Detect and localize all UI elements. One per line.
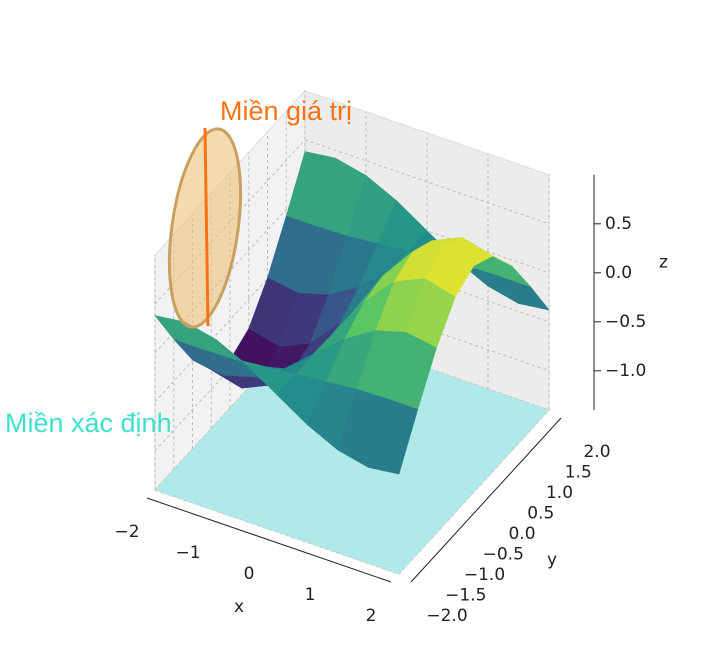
y-tick-label: −1.0 <box>464 565 505 585</box>
y-tick-label: 2.0 <box>583 442 610 462</box>
x-axis <box>146 497 392 583</box>
range-line <box>203 127 210 327</box>
grid-line <box>154 325 306 491</box>
annotation: Miền giá trị <box>220 96 352 126</box>
y-tick-label: 1.0 <box>546 483 573 503</box>
y-axis <box>410 417 562 583</box>
y-tick-label: 0.5 <box>527 504 554 524</box>
y-tick-label: −1.5 <box>445 586 486 606</box>
surface <box>154 151 550 574</box>
x-tick-label: 0 <box>244 564 255 584</box>
z-tick-label: 0.5 <box>605 214 632 234</box>
x-tick-label: −2 <box>114 522 139 542</box>
grid-line <box>154 286 306 452</box>
z-tick-label: 0.0 <box>605 263 632 283</box>
y-tick-label: 1.5 <box>565 463 592 483</box>
x-tick-label: 1 <box>305 585 316 605</box>
grid-line <box>154 237 306 403</box>
range-shape <box>167 127 243 329</box>
grid-line <box>398 409 550 575</box>
z-label: z <box>659 252 668 272</box>
z-tick-label: −0.5 <box>605 312 646 332</box>
y-tick-label: 0.0 <box>508 524 535 544</box>
surface-patch <box>368 398 419 475</box>
z-tick-label: −1.0 <box>605 361 646 381</box>
y-label: y <box>547 550 557 570</box>
grid-line <box>304 139 550 225</box>
y-tick-label: −2.0 <box>426 606 467 626</box>
x-tick-label: −1 <box>175 543 200 563</box>
annotation: Miền xác định <box>5 408 172 438</box>
x-tick-label: 2 <box>366 606 377 626</box>
x-label: x <box>234 597 244 617</box>
y-tick-label: −0.5 <box>483 545 524 565</box>
